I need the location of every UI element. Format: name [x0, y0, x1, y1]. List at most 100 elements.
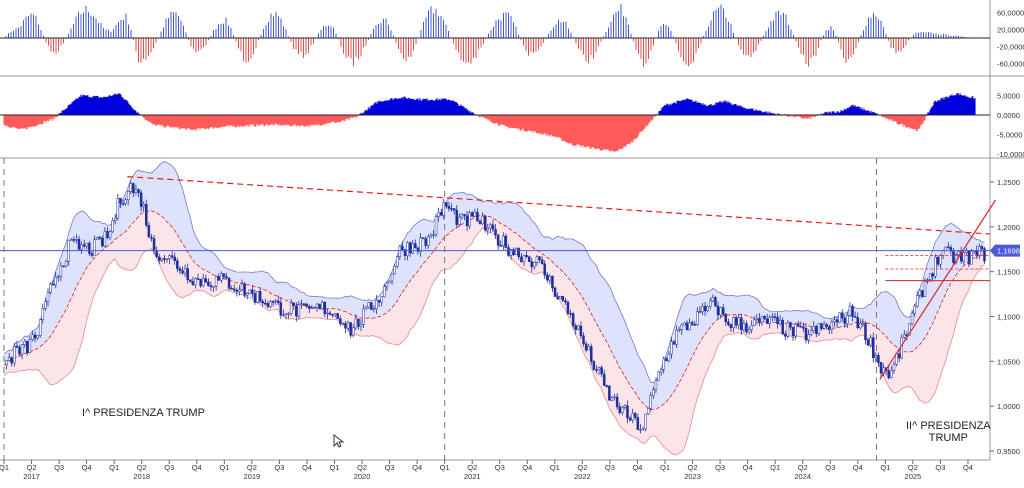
candle-body: [46, 292, 50, 302]
time-axis-quarter-label: Q4: [412, 463, 422, 472]
time-axis-quarter-label: Q1: [109, 463, 119, 472]
candle-body: [445, 202, 448, 207]
candle-body: [631, 413, 634, 421]
time-axis-quarter-label: Q1: [219, 463, 229, 472]
candle-body: [390, 273, 394, 282]
candle-body: [408, 242, 412, 254]
candle-body: [869, 337, 872, 346]
candle-body: [70, 239, 73, 241]
candle-body: [33, 334, 37, 339]
annotation-second-presidency-line2: TRUMP: [928, 432, 968, 444]
candle-body: [31, 334, 34, 340]
candle-body: [375, 299, 378, 310]
candle-body: [163, 258, 166, 260]
candle-body: [512, 249, 515, 255]
candle-body: [613, 396, 616, 399]
candle-body: [240, 283, 244, 290]
candle-body: [571, 313, 575, 326]
candle-body: [812, 326, 815, 331]
top-oscillator-y-tick: -60,0000: [997, 60, 1024, 69]
time-axis-quarter-label: Q4: [632, 463, 642, 472]
candle-body: [227, 277, 231, 289]
candle-body: [489, 224, 492, 229]
candle-body: [191, 281, 195, 286]
candle-body: [217, 276, 220, 281]
candle-body: [377, 299, 381, 303]
candle-body: [248, 289, 252, 294]
time-axis-quarter-label: Q3: [385, 463, 395, 472]
candle-body: [584, 343, 588, 351]
candle-body: [170, 255, 174, 258]
candle-body: [315, 303, 319, 308]
candle-body: [359, 324, 363, 327]
candle-body: [553, 287, 557, 297]
trendline: [127, 176, 991, 235]
candle-body: [502, 235, 505, 246]
candle-body: [509, 249, 513, 256]
candle-body: [962, 252, 966, 262]
candle-body: [755, 318, 759, 321]
candle-body: [419, 237, 422, 252]
time-axis-quarter-label: Q2: [467, 463, 477, 472]
candle-body: [212, 285, 215, 288]
time-axis-quarter-label: Q4: [743, 463, 753, 472]
price-axis-tick-label: 1,1500: [997, 268, 1020, 277]
candle-body: [243, 283, 246, 296]
candle-body: [367, 302, 371, 308]
candle-body: [287, 313, 290, 315]
candle-body: [113, 217, 117, 221]
candle-body: [665, 358, 668, 362]
candle-body: [139, 192, 143, 207]
candle-body: [696, 311, 699, 325]
candle-body: [667, 353, 671, 362]
candle-body: [734, 317, 738, 326]
candle-body: [232, 288, 236, 291]
time-axis-quarter-label: Q1: [0, 463, 9, 472]
candle-body: [809, 330, 813, 335]
candle-body: [817, 323, 821, 334]
candle-body: [90, 253, 94, 256]
price-axis-tick-label: 1,1000: [997, 313, 1020, 322]
candle-body: [494, 229, 497, 236]
candle-body: [406, 242, 409, 256]
candle-body: [618, 406, 621, 413]
candle-body: [527, 256, 531, 262]
candle-body: [703, 305, 707, 312]
time-axis-quarter-label: Q3: [825, 463, 835, 472]
candle-body: [458, 216, 461, 225]
candle-body: [313, 307, 316, 309]
candle-body: [737, 317, 740, 326]
candle-body: [80, 244, 83, 250]
candle-body: [830, 321, 834, 330]
candle-body: [13, 346, 16, 364]
candle-body: [320, 301, 324, 310]
candle-body: [370, 302, 373, 310]
candle-body: [41, 308, 45, 320]
candle-body: [473, 211, 477, 217]
candle-body: [72, 239, 76, 241]
trendline: [879, 199, 997, 380]
time-axis-quarter-label: Q2: [908, 463, 918, 472]
candle-body: [326, 312, 329, 315]
candle-body: [701, 305, 704, 312]
middle-oscillator-y-tick: -10,0000: [997, 150, 1024, 159]
candle-body: [621, 407, 624, 413]
candle-body: [709, 300, 712, 307]
candle-body: [20, 344, 24, 355]
candle-body: [51, 283, 55, 286]
candle-body: [483, 215, 487, 231]
candle-body: [918, 290, 922, 296]
candle-body: [427, 236, 430, 246]
annotation-first-presidency-text: I^ PRESIDENZA TRUMP: [82, 407, 205, 419]
candle-body: [921, 290, 924, 297]
candle-body: [840, 312, 844, 319]
candle-body: [833, 319, 836, 323]
top-oscillator-y-tick: 60,0000: [997, 9, 1024, 18]
mouse-cursor-icon: [333, 434, 345, 448]
candle-body: [201, 278, 205, 287]
candle-body: [481, 215, 484, 224]
candle-body: [747, 329, 751, 333]
candle-body: [900, 337, 903, 359]
candle-body: [186, 268, 189, 281]
